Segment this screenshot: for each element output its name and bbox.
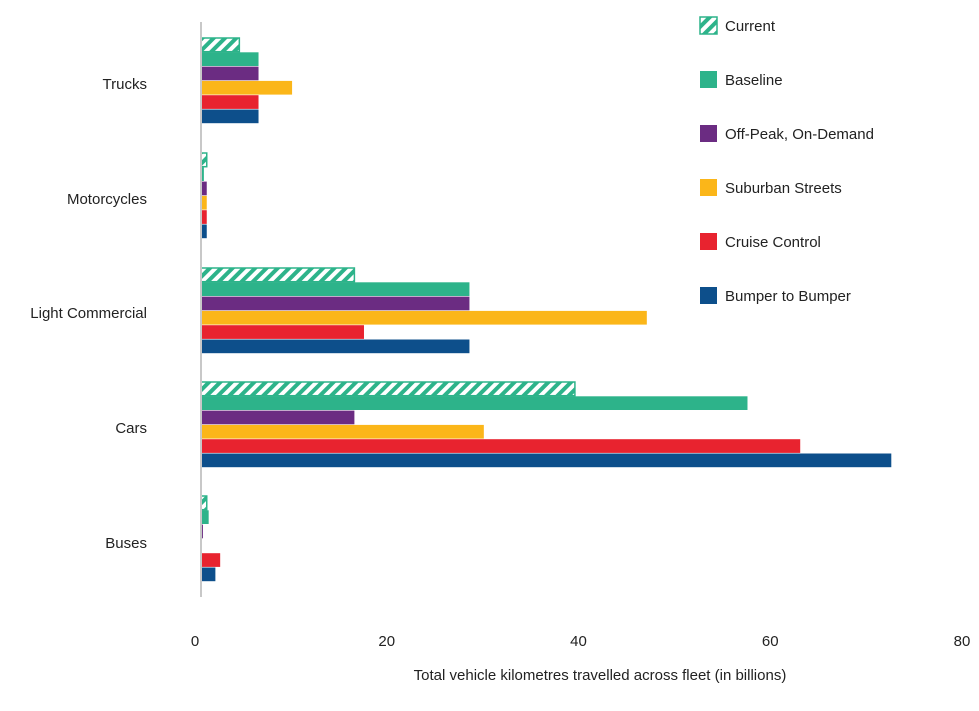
bar-light-commercial-suburban-streets <box>201 310 647 325</box>
x-tick-label: 40 <box>570 633 587 650</box>
category-label: Buses <box>105 535 147 552</box>
legend-swatch <box>700 287 717 304</box>
legend-swatch <box>700 125 717 142</box>
bar-light-commercial-current <box>200 267 356 283</box>
bar-motorcycles-off-peak-on-demand <box>201 181 207 196</box>
bar-motorcycles-suburban-streets <box>201 195 207 210</box>
bar-buses-baseline <box>201 510 209 524</box>
legend-label: Cruise Control <box>725 234 821 251</box>
x-tick-label: 0 <box>191 633 199 650</box>
legend-label: Current <box>725 18 776 35</box>
bar-buses-cruise-control <box>201 553 221 567</box>
x-axis-label: Total vehicle kilometres travelled acros… <box>414 667 787 684</box>
bar-trucks-suburban-streets <box>201 80 293 95</box>
legend-swatch <box>699 16 718 35</box>
bar-light-commercial-cruise-control <box>201 325 364 339</box>
category-label: Light Commercial <box>30 305 147 322</box>
bar-motorcycles-bumper-to-bumper <box>201 224 207 239</box>
x-tick-label: 20 <box>378 633 395 650</box>
x-tick-labels: 0 20 40 60 80 <box>191 633 971 650</box>
bar-cars-bumper-to-bumper <box>201 453 892 468</box>
bar-motorcycles-cruise-control <box>201 210 207 224</box>
bar-motorcycles-baseline <box>201 167 204 181</box>
legend-swatch <box>700 233 717 250</box>
bar-light-commercial-off-peak-on-demand <box>201 296 470 311</box>
category-label: Cars <box>115 420 147 437</box>
bar-trucks-off-peak-on-demand <box>201 66 259 81</box>
legend-swatch <box>700 71 717 88</box>
bar-cars-baseline <box>201 396 748 410</box>
legend-swatch <box>700 179 717 196</box>
category-label: Trucks <box>103 76 147 93</box>
bar-trucks-bumper-to-bumper <box>201 109 259 124</box>
legend: Current Baseline Off-Peak, On-Demand Suburb… <box>699 16 874 305</box>
bars-group <box>200 37 892 582</box>
legend-label: Baseline <box>725 72 783 89</box>
bar-trucks-current <box>200 37 241 53</box>
legend-label: Bumper to Bumper <box>725 288 851 305</box>
bar-light-commercial-bumper-to-bumper <box>201 339 470 354</box>
legend-label: Off-Peak, On-Demand <box>725 126 874 143</box>
bar-cars-off-peak-on-demand <box>201 410 355 425</box>
x-tick-label: 60 <box>762 633 779 650</box>
bar-trucks-cruise-control <box>201 95 259 109</box>
bar-trucks-baseline <box>201 52 259 66</box>
legend-label: Suburban Streets <box>725 180 842 197</box>
bar-buses-bumper-to-bumper <box>201 567 216 582</box>
bar-cars-cruise-control <box>201 439 801 453</box>
bar-light-commercial-baseline <box>201 282 470 296</box>
bar-cars-suburban-streets <box>201 424 484 439</box>
x-tick-label: 80 <box>954 633 971 650</box>
category-labels: Trucks Motorcycles Light Commercial Cars Bus… <box>30 76 147 552</box>
bar-cars-current <box>200 381 576 397</box>
category-label: Motorcycles <box>67 191 147 208</box>
